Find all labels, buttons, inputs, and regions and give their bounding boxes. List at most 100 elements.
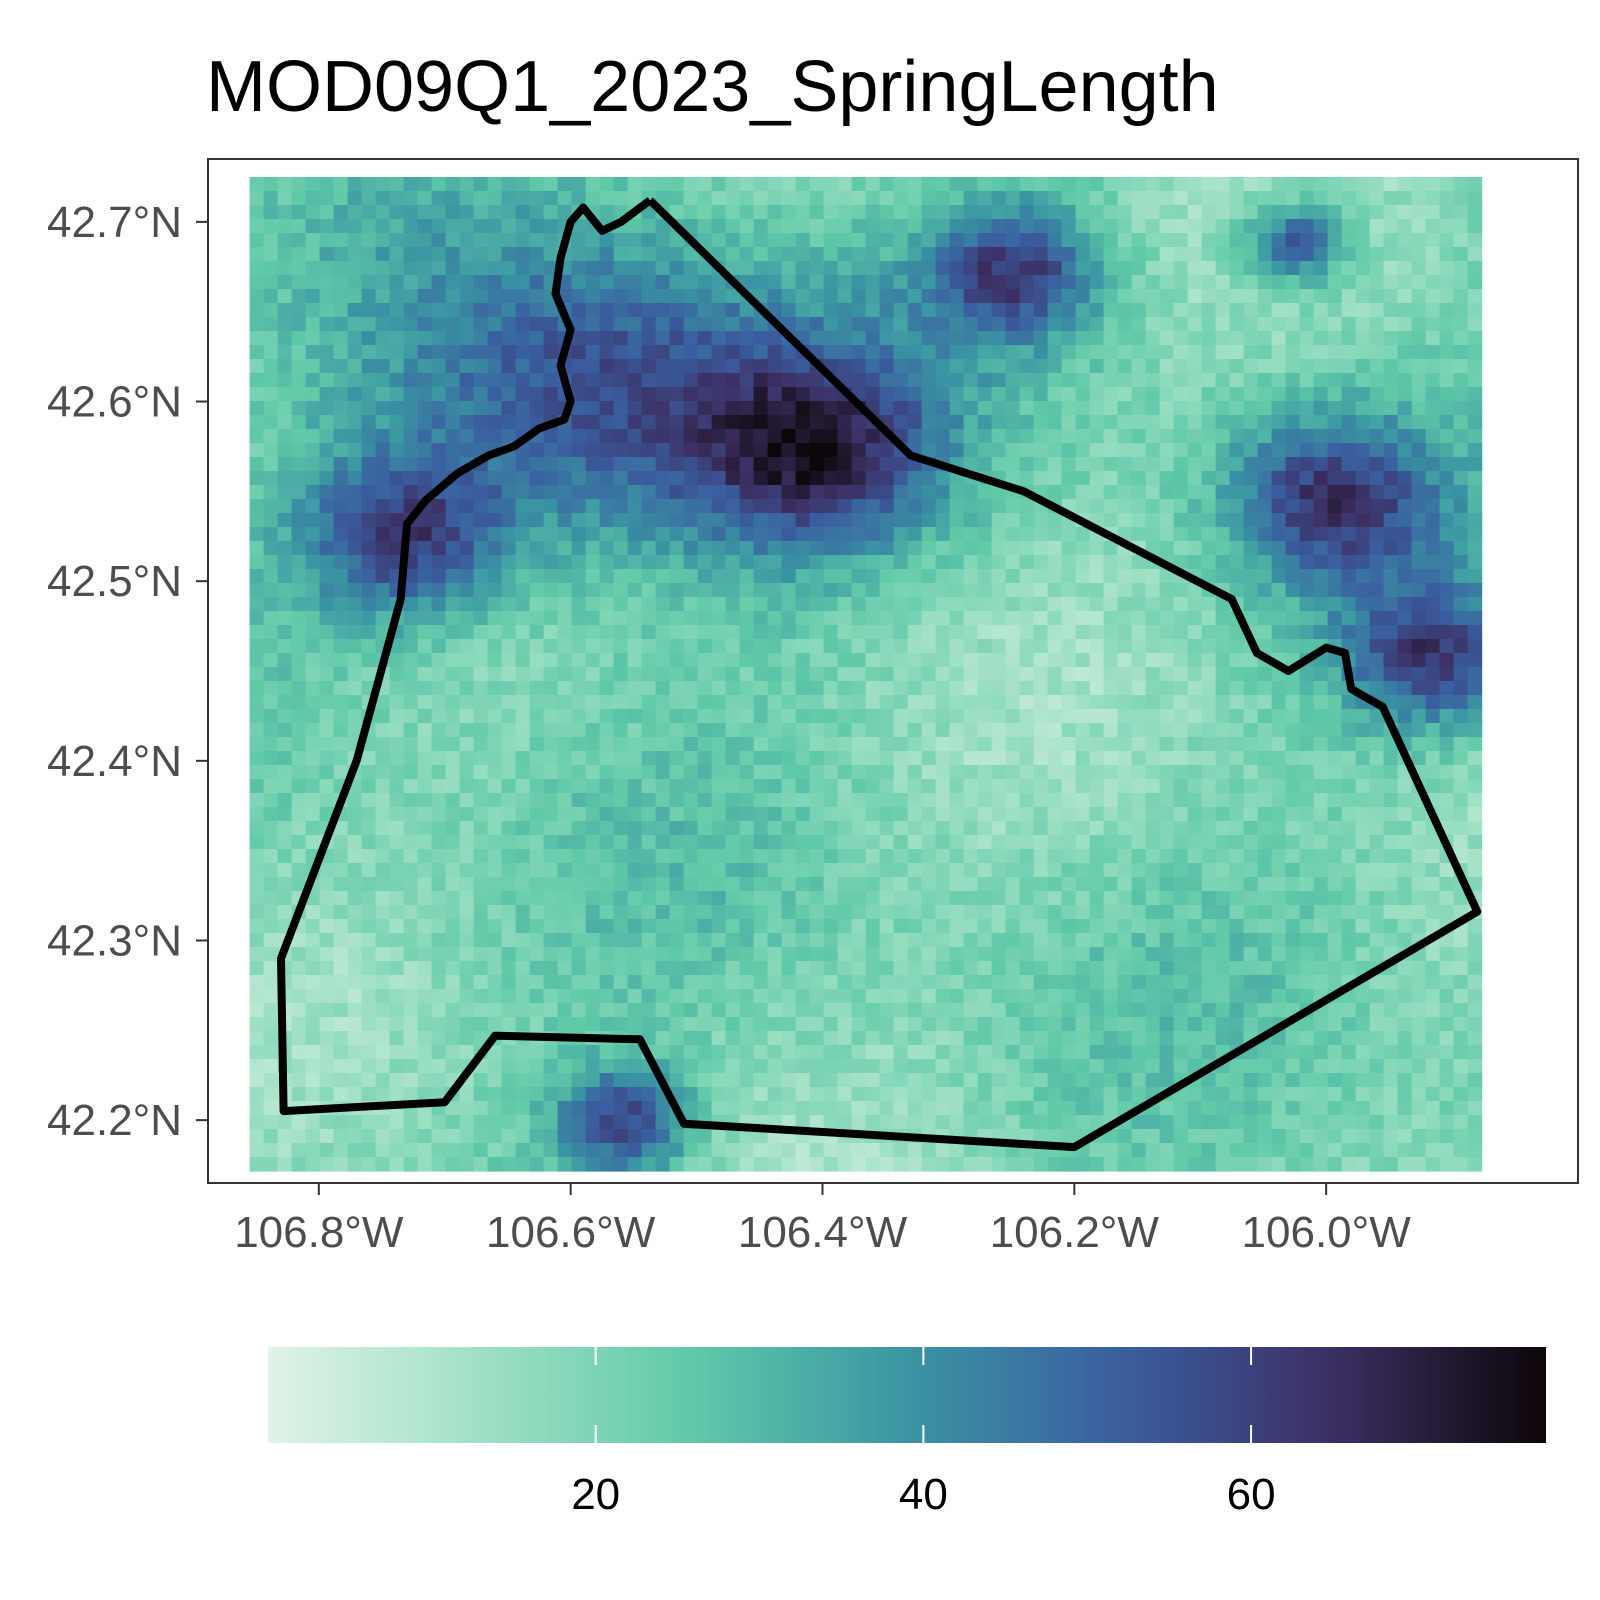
raster-cell	[1313, 807, 1329, 822]
raster-cell	[697, 835, 713, 850]
raster-cell	[263, 933, 279, 948]
raster-cell	[1005, 289, 1021, 304]
raster-cell	[1285, 499, 1301, 514]
raster-cell	[277, 681, 293, 696]
raster-cell	[809, 611, 825, 626]
raster-cell	[977, 849, 993, 864]
raster-cell	[753, 821, 769, 836]
raster-cell	[655, 233, 671, 248]
raster-cell	[375, 709, 391, 724]
raster-cell	[1131, 793, 1147, 808]
raster-cell	[1215, 541, 1231, 556]
raster-cell	[1271, 499, 1287, 514]
raster-cell	[1187, 849, 1203, 864]
raster-cell	[977, 485, 993, 500]
raster-cell	[921, 807, 937, 822]
raster-cell	[655, 373, 671, 388]
raster-cell	[1285, 695, 1301, 710]
raster-cell	[1201, 569, 1217, 584]
raster-cell	[571, 807, 587, 822]
raster-cell	[585, 947, 601, 962]
raster-cell	[1243, 947, 1259, 962]
raster-cell	[641, 219, 657, 234]
raster-cell	[599, 877, 615, 892]
raster-cell	[249, 611, 265, 626]
raster-cell	[1229, 261, 1245, 276]
raster-cell	[333, 695, 349, 710]
raster-cell	[1355, 401, 1371, 416]
raster-cell	[1257, 303, 1273, 318]
raster-cell	[1145, 709, 1161, 724]
raster-cell	[1173, 471, 1189, 486]
raster-cell	[543, 737, 559, 752]
raster-cell	[305, 681, 321, 696]
raster-cell	[1313, 471, 1329, 486]
raster-cell	[767, 779, 783, 794]
raster-cell	[837, 947, 853, 962]
raster-cell	[319, 387, 335, 402]
raster-cell	[613, 905, 629, 920]
raster-cell	[543, 891, 559, 906]
raster-cell	[1243, 191, 1259, 206]
raster-cell	[823, 849, 839, 864]
raster-cell	[571, 261, 587, 276]
raster-cell	[543, 793, 559, 808]
raster-cell	[1285, 597, 1301, 612]
raster-cell	[375, 247, 391, 262]
raster-cell	[1047, 569, 1063, 584]
raster-cell	[949, 541, 965, 556]
raster-cell	[697, 597, 713, 612]
raster-cell	[1229, 709, 1245, 724]
raster-cell	[865, 345, 881, 360]
raster-cell	[277, 807, 293, 822]
raster-cell	[361, 331, 377, 346]
raster-cell	[753, 499, 769, 514]
raster-cell	[823, 779, 839, 794]
raster-cell	[809, 289, 825, 304]
raster-cell	[1271, 639, 1287, 654]
raster-cell	[1061, 471, 1077, 486]
raster-cell	[1061, 443, 1077, 458]
raster-cell	[417, 793, 433, 808]
raster-cell	[1355, 373, 1371, 388]
raster-cell	[1005, 625, 1021, 640]
raster-cell	[977, 569, 993, 584]
raster-cell	[487, 625, 503, 640]
raster-cell	[1327, 709, 1343, 724]
raster-cell	[249, 177, 265, 192]
raster-cell	[1201, 765, 1217, 780]
raster-cell	[823, 625, 839, 640]
raster-cell	[879, 303, 895, 318]
raster-cell	[501, 807, 517, 822]
raster-cell	[851, 345, 867, 360]
raster-cell	[1313, 877, 1329, 892]
raster-cell	[641, 317, 657, 332]
raster-cell	[851, 555, 867, 570]
raster-cell	[935, 779, 951, 794]
raster-cell	[963, 821, 979, 836]
raster-cell	[879, 275, 895, 290]
raster-cell	[487, 569, 503, 584]
raster-cell	[697, 373, 713, 388]
raster-cell	[697, 541, 713, 556]
raster-cell	[557, 751, 573, 766]
raster-cell	[823, 667, 839, 682]
raster-cell	[851, 961, 867, 976]
raster-cell	[907, 877, 923, 892]
raster-cell	[1005, 527, 1021, 542]
raster-cell	[571, 415, 587, 430]
raster-cell	[1061, 555, 1077, 570]
raster-cell	[1355, 793, 1371, 808]
raster-cell	[1271, 415, 1287, 430]
raster-cell	[431, 961, 447, 976]
raster-cell	[1005, 177, 1021, 192]
raster-cell	[1383, 905, 1399, 920]
raster-cell	[1383, 471, 1399, 486]
raster-cell	[347, 863, 363, 878]
raster-cell	[361, 779, 377, 794]
raster-cell	[319, 541, 335, 556]
raster-cell	[1299, 639, 1315, 654]
raster-cell	[571, 751, 587, 766]
raster-cell	[1299, 695, 1315, 710]
raster-cell	[1327, 919, 1343, 934]
